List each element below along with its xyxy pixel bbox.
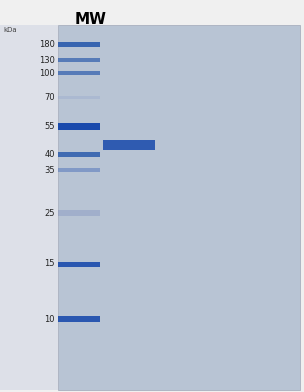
Text: 15: 15: [44, 260, 55, 269]
Bar: [0, 25, 58, 390]
Bar: [58, 151, 100, 156]
Text: 180: 180: [39, 40, 55, 49]
Bar: [58, 210, 100, 216]
Bar: [58, 96, 100, 98]
Bar: [103, 140, 155, 150]
Text: 55: 55: [44, 122, 55, 131]
Text: MW: MW: [75, 12, 107, 27]
Text: 35: 35: [44, 165, 55, 174]
Text: 25: 25: [44, 209, 55, 218]
Bar: [58, 123, 100, 129]
Bar: [58, 316, 100, 322]
Text: 100: 100: [39, 69, 55, 78]
Bar: [58, 25, 300, 390]
Text: 10: 10: [44, 314, 55, 323]
Text: kDa: kDa: [3, 27, 17, 33]
Bar: [58, 261, 100, 267]
Bar: [58, 168, 100, 172]
Bar: [58, 58, 100, 62]
Text: 130: 130: [39, 56, 55, 65]
Text: 70: 70: [44, 93, 55, 102]
Bar: [58, 71, 100, 75]
Text: 40: 40: [44, 149, 55, 158]
Bar: [58, 42, 100, 47]
